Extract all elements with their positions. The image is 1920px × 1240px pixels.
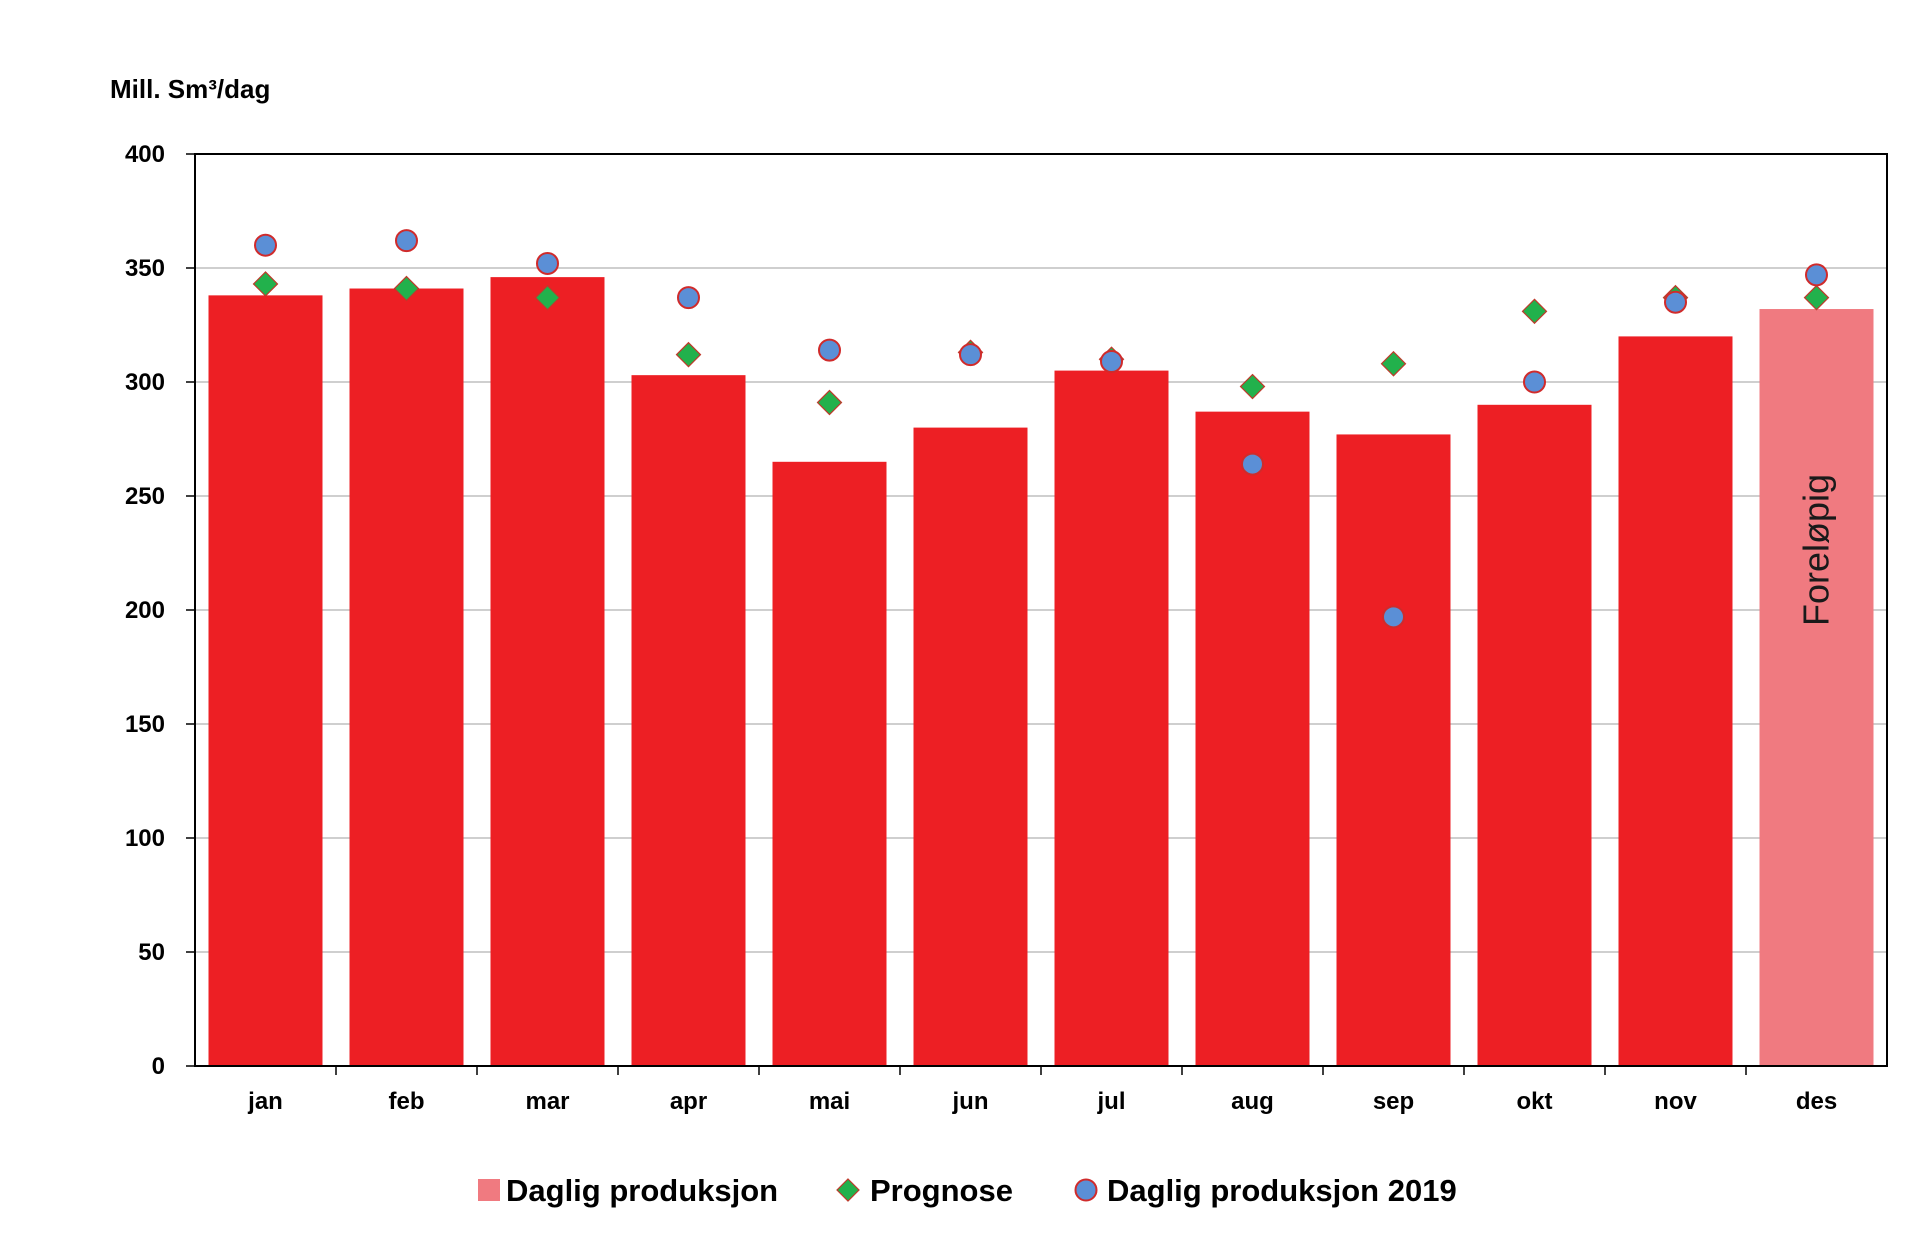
legend-label-prognose: Prognose [870,1173,1013,1208]
bar-feb [349,288,464,1066]
x-tick-label: mar [525,1088,569,1115]
y-axis-label: Mill. Sm³/dag [110,74,270,104]
prognose-marker-aug [1239,373,1266,400]
bar-mai [772,461,887,1066]
legend-swatch-circle [1074,1178,1098,1202]
production-2019-marker-jul [1100,349,1123,373]
production-2019-marker-jan [254,233,277,257]
gridlines [195,267,1887,953]
y-tick-label: 0 [152,1053,165,1080]
y-tick-label: 50 [138,939,165,966]
bar-apr [631,375,746,1066]
x-tick-label: jul [1097,1088,1126,1115]
x-tick-label: feb [389,1088,425,1115]
prognose-marker-apr [675,341,702,368]
production-2019-marker-aug [1241,452,1264,476]
x-tick-label: okt [1517,1088,1553,1115]
prognose-marker-okt [1521,298,1548,325]
production-2019-marker-sep [1382,605,1405,629]
legend-label-daglig-produksjon-2019: Daglig produksjon 2019 [1107,1173,1457,1208]
production-2019-marker-okt [1523,370,1546,394]
production-2019-marker-jun [959,343,982,367]
prognose-marker-jan [252,271,279,297]
y-tick-label: 250 [125,483,165,510]
y-tick-label: 300 [125,369,165,396]
production-2019-marker-feb [395,229,418,253]
bar-sep [1336,434,1451,1066]
x-tick-label: des [1796,1088,1837,1115]
legend-swatch-diamond [836,1178,860,1202]
bar-nov [1618,336,1733,1066]
bar-okt [1477,404,1592,1066]
marker-series [252,229,1830,629]
bar-annotation-label: Foreløpig [1796,474,1837,626]
production-2019-marker-apr [677,286,700,310]
y-tick-label: 150 [125,711,165,738]
x-tick-label: aug [1231,1088,1274,1115]
prognose-marker-des [1803,284,1830,311]
legend: Daglig produksjon Prognose Daglig produksj… [478,1173,1457,1208]
x-tick-label: sep [1373,1088,1414,1115]
production-2019-marker-mar [536,251,559,275]
y-tick-label: 200 [125,597,165,624]
bar-jul [1054,370,1169,1067]
x-tick-label: jun [952,1088,989,1115]
x-tick-label: nov [1654,1088,1697,1115]
production-2019-marker-nov [1664,290,1687,314]
y-tick-label: 400 [125,141,165,168]
legend-swatch-bar [478,1179,500,1201]
axes [186,153,1888,1075]
legend-label-daglig-produksjon: Daglig produksjon [506,1173,778,1208]
prognose-marker-sep [1380,350,1407,377]
bar-series [208,277,1874,1067]
x-tick-label: apr [670,1088,707,1115]
y-tick-label: 100 [125,825,165,852]
y-tick-label: 350 [125,255,165,282]
bar-aug [1195,411,1310,1066]
prognose-marker-mar [534,284,561,311]
production-2019-marker-mai [818,338,841,362]
bar-mar [490,277,605,1066]
bar-jun [913,427,1028,1067]
prognose-marker-feb [393,275,420,302]
x-tick-label: mai [809,1088,850,1115]
x-tick-label: jan [247,1088,283,1115]
production-2019-marker-des [1805,263,1828,287]
bar-jan [208,295,323,1066]
prognose-marker-mai [816,389,843,416]
axis-labels: 0 50 100 150 200 250 300 350 400 Mill. Sm³/dag For… [110,74,1837,1115]
bar-des [1759,309,1874,1066]
